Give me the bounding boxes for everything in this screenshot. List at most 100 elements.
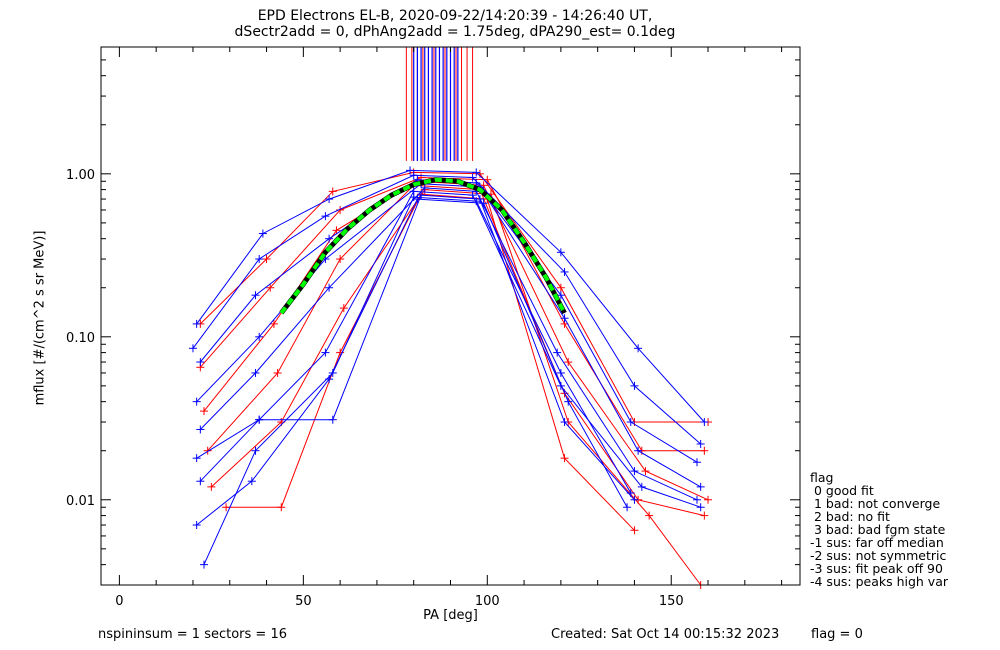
- data-point: [692, 495, 701, 504]
- data-point: [277, 503, 286, 512]
- data-point: [321, 348, 330, 357]
- data-point: [630, 467, 639, 476]
- legend-item: -4 sus: peaks high var: [810, 574, 949, 589]
- data-point: [196, 358, 205, 367]
- chart-subtitle: dSectr2add = 0, dPhAng2add = 1.75deg, dP…: [234, 24, 676, 40]
- data-point: [336, 255, 345, 264]
- legend-item: 0 good fit: [810, 483, 874, 498]
- data-point: [560, 267, 569, 276]
- x-tick-label: 0: [115, 594, 123, 609]
- data-point: [696, 439, 705, 448]
- data-point: [196, 477, 205, 486]
- data-point: [564, 397, 573, 406]
- y-tick-label: 0.10: [66, 331, 95, 346]
- legend-item: -1 sus: far off median: [810, 535, 944, 550]
- data-point: [413, 195, 422, 204]
- data-point: [251, 446, 260, 455]
- y-tick-label: 0.01: [66, 494, 95, 509]
- data-point: [409, 171, 418, 180]
- data-point: [247, 477, 256, 486]
- data-point: [328, 187, 337, 196]
- series-line-13: [196, 198, 628, 526]
- data-point: [255, 255, 264, 264]
- fit-curve: [279, 177, 567, 315]
- data-point: [192, 319, 201, 328]
- legend-item: -2 sus: not symmetric: [810, 548, 947, 563]
- data-point: [626, 489, 635, 498]
- data-point: [251, 368, 260, 377]
- fit-curve-line: [279, 177, 567, 315]
- data-point: [255, 332, 264, 341]
- footer-spin-info: nspininsum = 1 sectors = 16: [98, 627, 287, 642]
- series-line-12: [199, 194, 635, 501]
- data-point: [700, 446, 709, 455]
- series-line-14: [203, 196, 632, 565]
- series-line-5: [226, 193, 635, 531]
- data-point: [332, 226, 341, 235]
- data-point: [321, 212, 330, 221]
- data-point: [564, 358, 573, 367]
- data-point: [472, 197, 481, 206]
- data-point: [258, 229, 267, 238]
- data-point: [479, 181, 488, 190]
- data-point: [475, 195, 484, 204]
- data-point: [222, 503, 231, 512]
- series-line-3: [207, 184, 705, 517]
- data-point: [641, 467, 650, 476]
- data-point: [266, 283, 275, 292]
- legend-title: flag: [810, 470, 834, 485]
- data-point: [273, 368, 282, 377]
- legend-item: 1 bad: not converge: [810, 496, 941, 511]
- data-point: [630, 381, 639, 390]
- data-point: [479, 199, 488, 208]
- data-point: [339, 304, 348, 313]
- series-line-4: [211, 189, 702, 586]
- footer-flag: flag = 0: [811, 627, 863, 642]
- legend-item: 3 bad: bad fgm state: [810, 522, 946, 537]
- data-point: [420, 183, 429, 192]
- data-point: [188, 344, 197, 353]
- x-tick-label: 150: [659, 594, 684, 609]
- data-point: [634, 446, 643, 455]
- data-point: [255, 415, 264, 424]
- data-point: [192, 397, 201, 406]
- data-point: [328, 368, 337, 377]
- data-point: [325, 234, 334, 243]
- data-point: [556, 291, 565, 300]
- data-point: [251, 291, 260, 300]
- data-point: [406, 166, 415, 175]
- data-point: [560, 418, 569, 427]
- series-lines: [188, 166, 713, 589]
- data-point: [560, 314, 569, 323]
- data-point: [696, 482, 705, 491]
- y-axis-label: mflux [#/(cm^2 s sr MeV)]: [32, 230, 48, 406]
- flag-legend: flag 0 good fit 1 bad: not converge 2 ba…: [810, 471, 948, 588]
- data-point: [556, 368, 565, 377]
- data-point: [269, 319, 278, 328]
- data-point: [472, 168, 481, 177]
- data-point: [328, 415, 337, 424]
- data-point: [645, 511, 654, 520]
- data-point: [200, 560, 209, 569]
- legend-item: 2 bad: no fit: [810, 509, 890, 524]
- data-point: [192, 454, 201, 463]
- data-point: [409, 193, 418, 202]
- data-point: [696, 503, 705, 512]
- data-point: [556, 381, 565, 390]
- y-tick-label: 1.00: [66, 168, 95, 183]
- data-point: [203, 446, 212, 455]
- vertical-lines: [405, 47, 474, 161]
- series-line-10: [199, 187, 698, 501]
- data-point: [207, 482, 216, 491]
- footer-created: Created: Sat Oct 14 00:15:32 2023: [551, 627, 780, 642]
- data-point: [630, 526, 639, 535]
- data-point: [560, 454, 569, 463]
- data-point: [325, 283, 334, 292]
- legend-item: -3 sus: fit peak off 90: [810, 561, 943, 576]
- data-point: [634, 344, 643, 353]
- data-point: [700, 418, 709, 427]
- data-point: [336, 348, 345, 357]
- data-point: [700, 511, 709, 520]
- x-tick-label: 50: [295, 594, 312, 609]
